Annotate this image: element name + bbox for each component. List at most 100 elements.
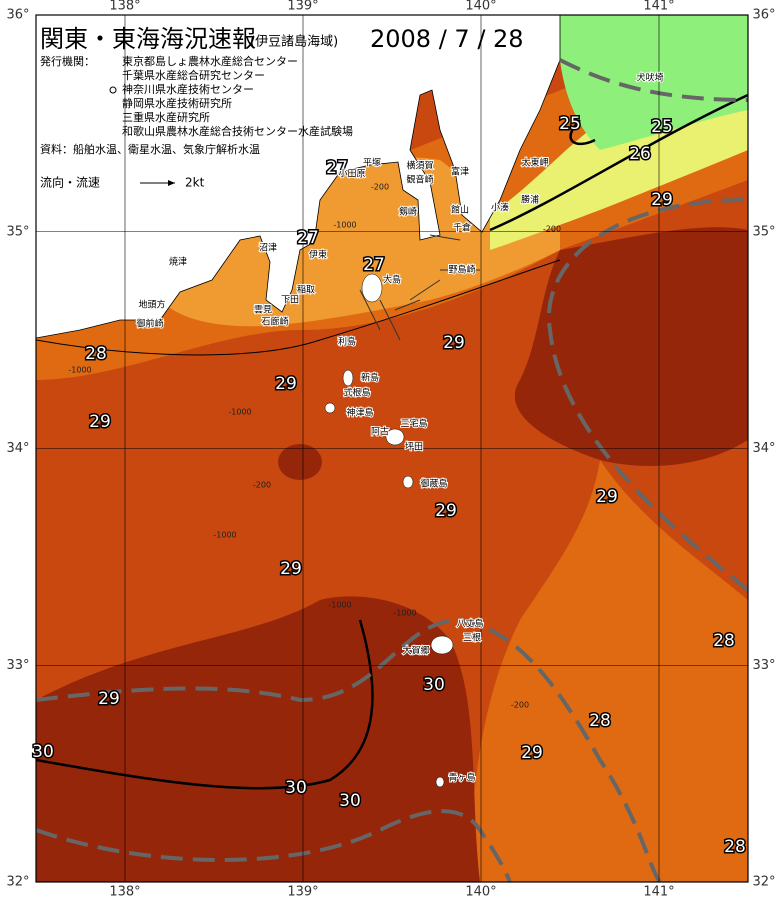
flow-arrows xyxy=(359,234,480,341)
place-name: 御蔵島 xyxy=(420,478,447,490)
agency: 三重県水産研究所 xyxy=(122,110,210,124)
isotherm-label: 28 xyxy=(724,837,746,857)
title: 関東・東海海況速報 xyxy=(40,25,256,53)
place-name: 平塚 xyxy=(363,158,381,169)
depth-label: -200 xyxy=(371,183,389,192)
legend-unit: 2kt xyxy=(185,176,205,190)
lon-tick-label: 140° xyxy=(465,0,496,14)
depth-label: -1000 xyxy=(393,609,416,618)
isotherm-label: 25 xyxy=(651,117,673,137)
depth-label: -200 xyxy=(511,701,529,710)
depth-label: -1000 xyxy=(328,601,351,610)
isotherm-label: 27 xyxy=(363,255,385,275)
place-name: 神津島 xyxy=(346,407,373,419)
lon-tick-label: 140° xyxy=(465,885,496,900)
place-name: 石廊崎 xyxy=(261,316,288,328)
sources: 資料：船舶水温、衛星水温、気象庁解析水温 xyxy=(40,142,260,156)
contours xyxy=(36,58,748,882)
lat-tick-label: 35° xyxy=(6,224,29,239)
flow-arrow xyxy=(409,279,441,301)
lon-tick-label: 138° xyxy=(109,885,140,900)
place-name: 八丈島 xyxy=(456,618,483,630)
flow-arrow xyxy=(394,299,421,311)
subtitle: (伊豆諸島海域) xyxy=(250,34,338,50)
isotherm-label: 26 xyxy=(629,144,651,164)
isotherm-label: 25 xyxy=(559,114,581,134)
place-name: 下田 xyxy=(281,295,299,306)
depth-label: -200 xyxy=(543,225,561,234)
lon-tick-label: 141° xyxy=(643,885,674,900)
island xyxy=(324,402,336,414)
kuroshio-axis xyxy=(36,617,662,882)
place-name: 伊東 xyxy=(309,249,327,261)
place-name: 式根島 xyxy=(343,387,370,399)
isotherm-line xyxy=(36,619,374,790)
isotherm-line xyxy=(489,93,748,232)
place-name: 富津 xyxy=(451,166,469,178)
isotherm-label: 27 xyxy=(326,158,348,178)
isotherm-label: 29 xyxy=(280,559,302,579)
lon-tick-label: 141° xyxy=(643,0,674,14)
date: 2008 / 7 / 28 xyxy=(370,25,524,53)
isotherm-label: 28 xyxy=(589,711,611,731)
lat-tick-label: 32° xyxy=(752,875,775,890)
island xyxy=(402,475,414,489)
place-name: 稲取 xyxy=(297,284,315,296)
place-name: 犬吠埼 xyxy=(636,72,663,84)
legend-arrowhead xyxy=(168,180,175,186)
place-name: 焼津 xyxy=(169,257,187,268)
legend-label: 流向・流速 xyxy=(40,175,100,190)
place-name: 野島崎 xyxy=(448,264,475,276)
place-name: 雲見 xyxy=(254,305,272,316)
isotherm-label: 29 xyxy=(435,501,457,521)
lat-tick-label: 32° xyxy=(6,875,29,890)
agency: 神奈川県水産技術センター xyxy=(122,82,254,96)
region-30-blob xyxy=(278,444,322,480)
isotherm-label: 29 xyxy=(651,190,673,210)
depth-label: -1000 xyxy=(213,531,236,540)
kuroshio-axis xyxy=(546,198,748,592)
agency: 和歌山県農林水産総合技術センター水産試験場 xyxy=(122,124,353,138)
lat-tick-label: 36° xyxy=(752,8,775,23)
region-30-blob xyxy=(258,676,302,708)
place-name: 小田原 xyxy=(338,169,365,180)
isotherm-label: 30 xyxy=(32,742,54,762)
place-name: 新島 xyxy=(361,372,379,384)
region-28-southeast xyxy=(470,460,748,882)
lon-tick-label: 139° xyxy=(287,0,318,14)
place-name: 三宅島 xyxy=(400,418,427,430)
island xyxy=(342,369,354,387)
place-name: 太東岬 xyxy=(521,157,548,169)
isotherm-label: 29 xyxy=(596,487,618,507)
place-name: 千倉 xyxy=(453,222,471,234)
isotherm-label: 29 xyxy=(521,743,543,763)
agency: 静岡県水産技術研究所 xyxy=(122,96,232,110)
depth-label: -1000 xyxy=(228,408,251,417)
agency: 千葉県水産総合研究センター xyxy=(122,68,265,82)
lat-tick-label: 33° xyxy=(6,658,29,673)
flow-arrow xyxy=(359,289,381,331)
agency-label: 発行機関： xyxy=(40,54,95,68)
lat-tick-label: 36° xyxy=(6,8,29,23)
lon-tick-label: 139° xyxy=(287,885,318,900)
kuroshio-axis xyxy=(559,58,748,102)
lon-tick-label: 138° xyxy=(109,0,140,14)
isotherm-label: 30 xyxy=(423,675,445,695)
lat-tick-label: 34° xyxy=(752,441,775,456)
agency: 東京都島しょ農林水産総合センター xyxy=(122,54,298,68)
isotherm-line xyxy=(569,119,596,146)
place-name: 大賀郷 xyxy=(402,645,429,657)
region-30-south xyxy=(36,596,480,882)
isotherm-label: 30 xyxy=(339,791,361,811)
flow-arrow xyxy=(379,299,401,341)
place-name: 阿古 xyxy=(371,426,389,438)
isotherm-label: 30 xyxy=(285,778,307,798)
place-name: 青ヶ島 xyxy=(448,772,475,784)
place-name: 横須賀 xyxy=(406,160,433,172)
isotherm-label: 28 xyxy=(713,631,735,651)
isotherm-line xyxy=(36,259,561,356)
depth-label: -1000 xyxy=(68,366,91,375)
place-name: 館山 xyxy=(451,204,469,216)
isotherm-label: 28 xyxy=(85,344,107,364)
